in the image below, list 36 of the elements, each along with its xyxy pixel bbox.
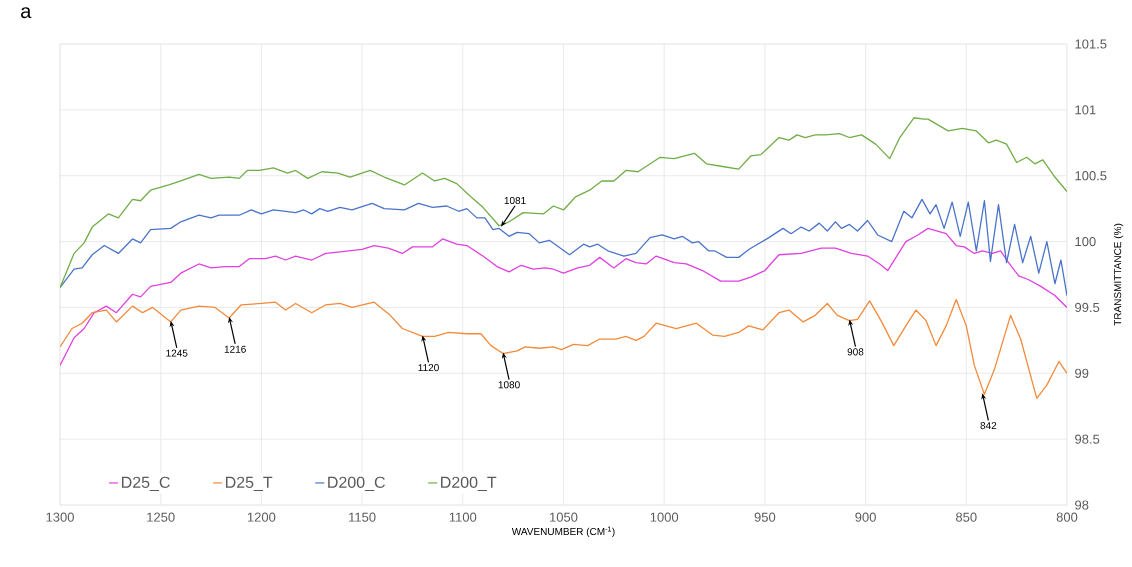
x-axis-title: WAVENUMBER (CM$^{-1}$) <box>511 526 615 538</box>
y-tick-label: 98.5 <box>1075 434 1100 444</box>
annotation: 1120 <box>418 364 439 372</box>
y-tick-label: 101.5 <box>1075 39 1107 49</box>
annotation: 1245 <box>166 349 188 357</box>
legend-label: D25_C <box>121 476 170 491</box>
y-tick-label: 99 <box>1075 368 1089 378</box>
y-axis-title: TRANSMITTANCE (%) <box>1113 223 1124 326</box>
y-tick-label: 100.5 <box>1075 171 1107 181</box>
x-tick-label: 1300 <box>46 512 74 522</box>
line-series <box>59 198 1067 297</box>
x-tick-label: 1100 <box>449 512 477 522</box>
annotation: 842 <box>980 422 997 430</box>
x-tick-label: 1250 <box>147 512 175 522</box>
x-tick-label: 950 <box>754 512 776 522</box>
text: a <box>21 7 32 19</box>
y-tick-label: 101 <box>1075 105 1096 115</box>
y-tick-label: 98 <box>1075 500 1089 510</box>
annotation: 1080 <box>498 381 520 389</box>
y-tick-label: 100 <box>1075 236 1096 247</box>
legend-label: D200_T <box>441 476 497 491</box>
y-tick-label: 99.5 <box>1075 302 1100 313</box>
annotation: 1216 <box>224 345 246 353</box>
line-series <box>59 117 1067 289</box>
legend-label: D200_C <box>328 476 385 491</box>
line-series <box>59 298 1067 399</box>
x-tick-label: 800 <box>1056 512 1078 522</box>
x-tick-label: 1150 <box>349 512 376 522</box>
annotation: 908 <box>847 348 864 356</box>
x-tick-label: 900 <box>855 512 876 522</box>
annotation: 1081 <box>504 196 526 205</box>
x-tick-label: 1000 <box>650 512 679 522</box>
x-tick-label: 850 <box>955 512 977 522</box>
legend-label: D25_T <box>225 476 273 491</box>
x-tick-label: 1050 <box>550 512 578 522</box>
x-tick-label: 1200 <box>247 512 276 522</box>
